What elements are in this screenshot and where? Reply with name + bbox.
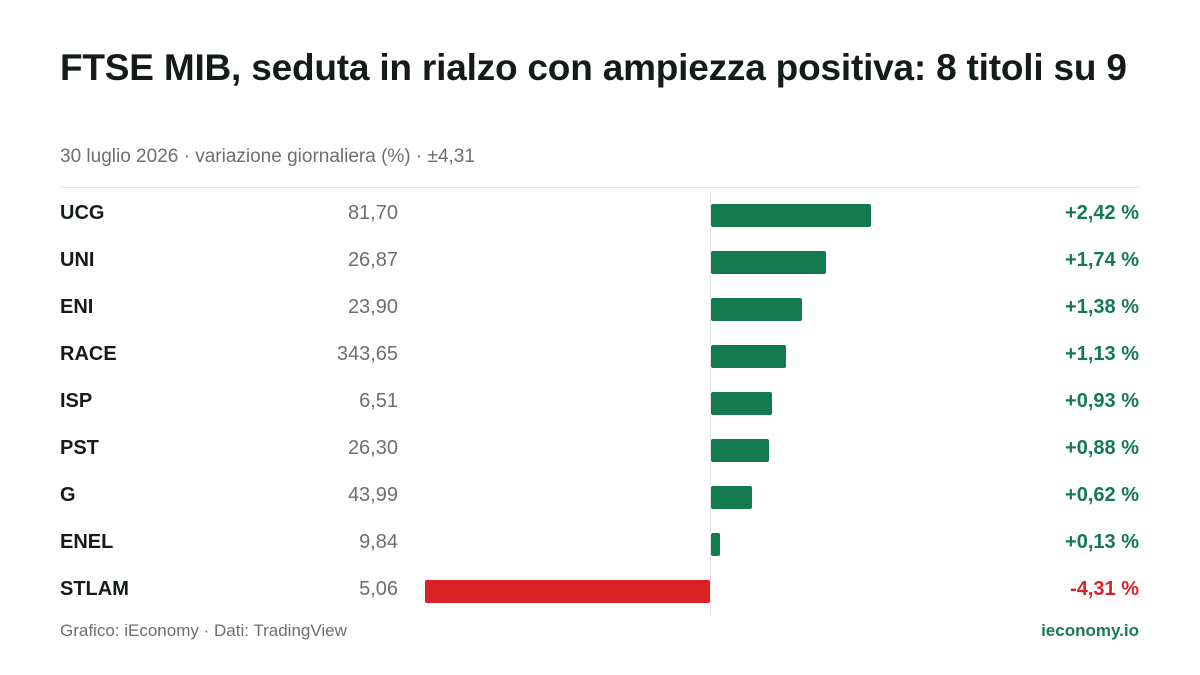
- ticker-label: STLAM: [60, 578, 129, 600]
- chart-row: UCG 81,70 +2,42 %: [0, 192, 1200, 239]
- ticker-label: RACE: [60, 343, 117, 365]
- change-label: +0,62 %: [1065, 484, 1139, 506]
- chart-row: ENEL 9,84 +0,13 %: [0, 521, 1200, 568]
- change-label: +0,13 %: [1065, 531, 1139, 553]
- header-divider: [60, 187, 1140, 188]
- price-value: 23,90: [347, 296, 398, 318]
- price-value: 5,06: [359, 578, 398, 600]
- change-label: +0,93 %: [1065, 390, 1139, 412]
- ticker-label: ENEL: [60, 531, 114, 553]
- bar: [711, 345, 786, 368]
- price-value: 26,87: [347, 249, 398, 271]
- chart-title: FTSE MIB, seduta in rialzo con ampiezza …: [60, 47, 1127, 88]
- bar: [711, 392, 773, 415]
- chart-row: UNI 26,87 +1,74 %: [0, 239, 1200, 286]
- ticker-label: PST: [60, 437, 99, 459]
- price-value: 26,30: [347, 437, 398, 459]
- chart-row: RACE 343,65 +1,13 %: [0, 333, 1200, 380]
- price-value: 81,70: [347, 202, 398, 224]
- source-credit: Grafico: iEconomy · Dati: TradingView: [60, 621, 347, 640]
- ticker-label: ISP: [60, 390, 93, 412]
- bar: [711, 439, 770, 462]
- bar: [711, 298, 803, 321]
- change-label: +1,74 %: [1065, 249, 1139, 271]
- change-label: +0,88 %: [1065, 437, 1139, 459]
- chart-row: STLAM 5,06 -4,31 %: [0, 568, 1200, 615]
- chart-row: G 43,99 +0,62 %: [0, 474, 1200, 521]
- change-label: +2,42 %: [1065, 202, 1139, 224]
- price-value: 9,84: [359, 531, 398, 553]
- chart-row: PST 26,30 +0,88 %: [0, 427, 1200, 474]
- chart-row: ENI 23,90 +1,38 %: [0, 286, 1200, 333]
- change-label: +1,38 %: [1065, 296, 1139, 318]
- bar: [711, 533, 720, 556]
- ticker-label: UCG: [60, 202, 105, 224]
- price-value: 43,99: [347, 484, 398, 506]
- bar: [711, 251, 827, 274]
- ticker-label: ENI: [60, 296, 94, 318]
- brand-link[interactable]: ieconomy.io: [1041, 621, 1139, 640]
- chart-subtitle: 30 luglio 2026 · variazione giornaliera …: [60, 146, 475, 167]
- ticker-label: UNI: [60, 249, 95, 271]
- zero-axis-line: [710, 192, 711, 615]
- price-value: 343,65: [336, 343, 398, 365]
- bar: [711, 486, 752, 509]
- change-label: -4,31 %: [1070, 578, 1139, 600]
- change-label: +1,13 %: [1065, 343, 1139, 365]
- chart-row: ISP 6,51 +0,93 %: [0, 380, 1200, 427]
- ticker-label: G: [60, 484, 76, 506]
- bar-chart: UCG 81,70 +2,42 % UNI 26,87 +1,74 % ENI 23,90 +1…: [0, 192, 1200, 615]
- price-value: 6,51: [359, 390, 398, 412]
- bar: [425, 580, 710, 603]
- bar: [711, 204, 872, 227]
